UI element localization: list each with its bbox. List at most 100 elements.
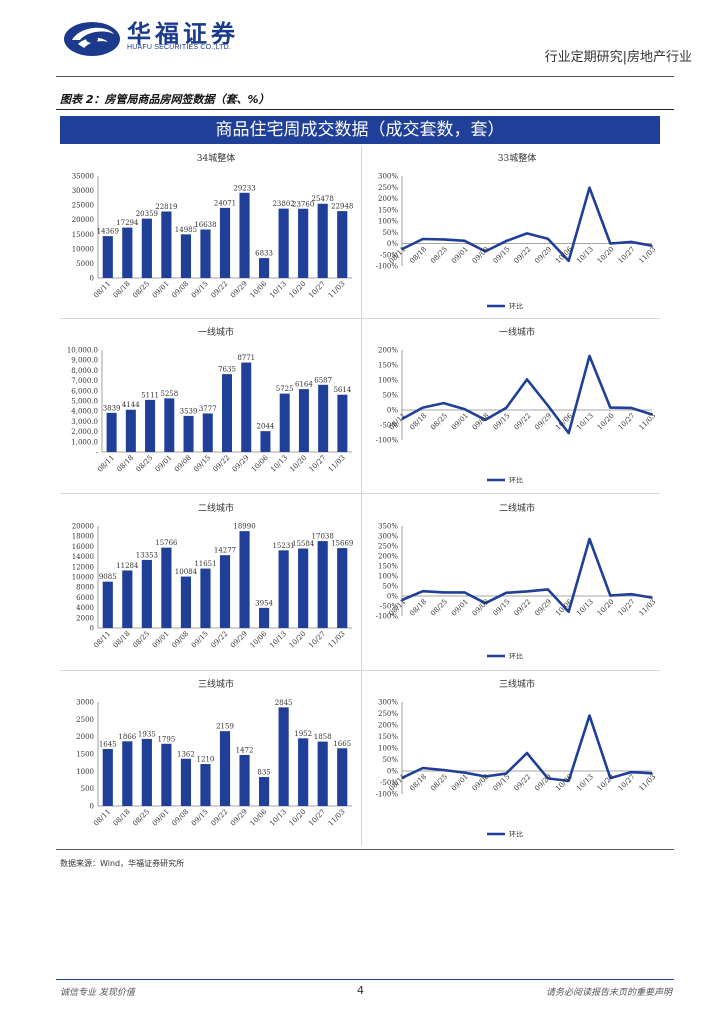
x-tick-label: 08/25: [429, 245, 449, 265]
company-name-en: HUAFU SECURITIES CO.,LTD.: [127, 44, 232, 51]
bar-value-label: 1935: [138, 730, 156, 738]
bar: [141, 559, 152, 628]
bar-value-label: 3839: [103, 404, 121, 412]
source-divider: [56, 849, 674, 850]
x-tick-label: 11/03: [327, 630, 347, 650]
bar-value-label: 1858: [314, 733, 332, 741]
x-tick-label: 10/20: [596, 598, 616, 618]
x-tick-label: 09/01: [450, 412, 470, 432]
bar: [258, 607, 270, 628]
y-tick-label: 200%: [378, 195, 398, 203]
y-tick-label: -50%: [380, 779, 398, 787]
bar-value-label: 1952: [294, 730, 312, 738]
y-tick-label: 4000: [76, 604, 94, 612]
y-tick-label: 200%: [378, 722, 398, 730]
x-tick-label: 10/13: [575, 245, 595, 265]
data-point: [505, 240, 507, 242]
bar-chart-tier2: 二线城市 0 2000 4000 6000 8000 10000 12000 14000 1600…: [72, 502, 354, 650]
y-tick-label: 20000: [72, 216, 94, 224]
bar: [317, 541, 328, 628]
x-tick-label: 09/01: [450, 773, 470, 793]
chart-title: 34城整体: [197, 152, 235, 164]
y-tick-label: 9,000.0: [71, 357, 98, 365]
chart-title: 二线城市: [198, 502, 234, 514]
bar: [122, 741, 133, 806]
bar: [180, 234, 192, 278]
y-tick-label: 50%: [382, 583, 398, 591]
y-tick-label: 8,000.0: [71, 367, 98, 375]
bar: [279, 393, 290, 452]
y-tick-label: 100%: [378, 218, 398, 226]
x-tick-label: 09/15: [492, 245, 512, 265]
x-tick-label: 09/01: [450, 598, 470, 618]
bar: [183, 415, 194, 452]
x-tick-label: 10/13: [268, 630, 288, 650]
x-tick-label: 10/13: [575, 598, 595, 618]
x-tick-label: 09/22: [512, 245, 532, 265]
x-tick-label: 10/13: [575, 412, 595, 432]
bar-value-label: 1210: [197, 756, 215, 764]
x-tick-label: 10/20: [596, 245, 616, 265]
data-point: [567, 611, 570, 613]
x-tick-label: 08/11: [92, 808, 112, 828]
bar-value-label: 6164: [295, 381, 313, 389]
bar-value-label: 22819: [155, 203, 177, 211]
bar: [125, 409, 136, 452]
y-tick-label: 10000: [72, 574, 94, 582]
bar: [317, 203, 328, 278]
y-tick-label: 2000: [76, 733, 94, 741]
chart-panel-tier3-volume: 三线城市 0 500 1000 1500 2000 2500 3000 1645 1866 1935…: [60, 674, 360, 844]
footer-divider: [56, 979, 674, 980]
data-point: [505, 407, 507, 409]
x-tick-label: 09/08: [471, 598, 491, 618]
x-tick-label: 10/06: [249, 807, 269, 827]
x-tick-label: 08/25: [131, 280, 151, 300]
data-point: [588, 714, 591, 717]
data-point: [422, 767, 424, 769]
bar: [298, 548, 309, 628]
bar-value-label: 1795: [157, 735, 175, 743]
bar-value-label: 5725: [276, 385, 294, 393]
bar: [241, 362, 252, 452]
bar-value-label: 10084: [175, 568, 198, 576]
line-chart-tier1: 一线城市-100%-50%0%50%100%150%200%08/11 08/18…: [376, 326, 658, 485]
x-tick-label: 08/11: [92, 280, 112, 300]
y-tick-label: 100%: [378, 377, 398, 385]
data-point: [442, 591, 445, 594]
x-tick-label: 09/08: [471, 245, 491, 265]
x-tick-label: 10/06: [250, 453, 270, 473]
x-tick-label: 10/20: [596, 412, 616, 432]
y-tick-label: -50%: [380, 251, 398, 259]
x-tick-label: 11/03: [327, 808, 347, 828]
x-tick-label: 09/08: [173, 454, 193, 474]
footer-slogan: 诚信专业 发现价值: [60, 988, 135, 998]
panel-divider-vertical: [361, 146, 362, 846]
data-point: [547, 404, 549, 407]
bar: [180, 758, 192, 806]
y-tick-label: 1000: [76, 768, 94, 776]
data-point: [505, 772, 507, 775]
page-number: 4: [357, 984, 364, 997]
bar-value-label: 11651: [194, 560, 216, 568]
bar: [260, 431, 271, 452]
chart-title: 一线城市: [198, 326, 234, 338]
x-tick-label: 09/29: [533, 598, 553, 618]
bar: [161, 211, 172, 278]
bar-value-label: 15669: [331, 540, 353, 548]
x-tick-label: 09/22: [211, 454, 231, 474]
x-tick-label: 11/03: [637, 773, 657, 793]
bar: [298, 738, 309, 806]
x-tick-label: 08/25: [429, 773, 449, 793]
footer-disclaimer: 请务必阅读报告末页的重要声明: [545, 988, 672, 998]
y-tick-label: 6,000.0: [71, 387, 98, 395]
y-tick-label: 50%: [382, 392, 398, 400]
bar-value-label: 14369: [97, 228, 119, 236]
data-point: [526, 752, 528, 754]
x-tick-label: 09/08: [170, 630, 190, 650]
bar-chart-tier1: 一线城市 - 1,000.0 2,000.0 3,000.0 4,000.0 5,000.0…: [67, 326, 352, 474]
bar: [337, 548, 348, 628]
bar: [337, 394, 348, 452]
data-point: [651, 772, 653, 775]
y-tick-label: 150%: [378, 733, 398, 741]
